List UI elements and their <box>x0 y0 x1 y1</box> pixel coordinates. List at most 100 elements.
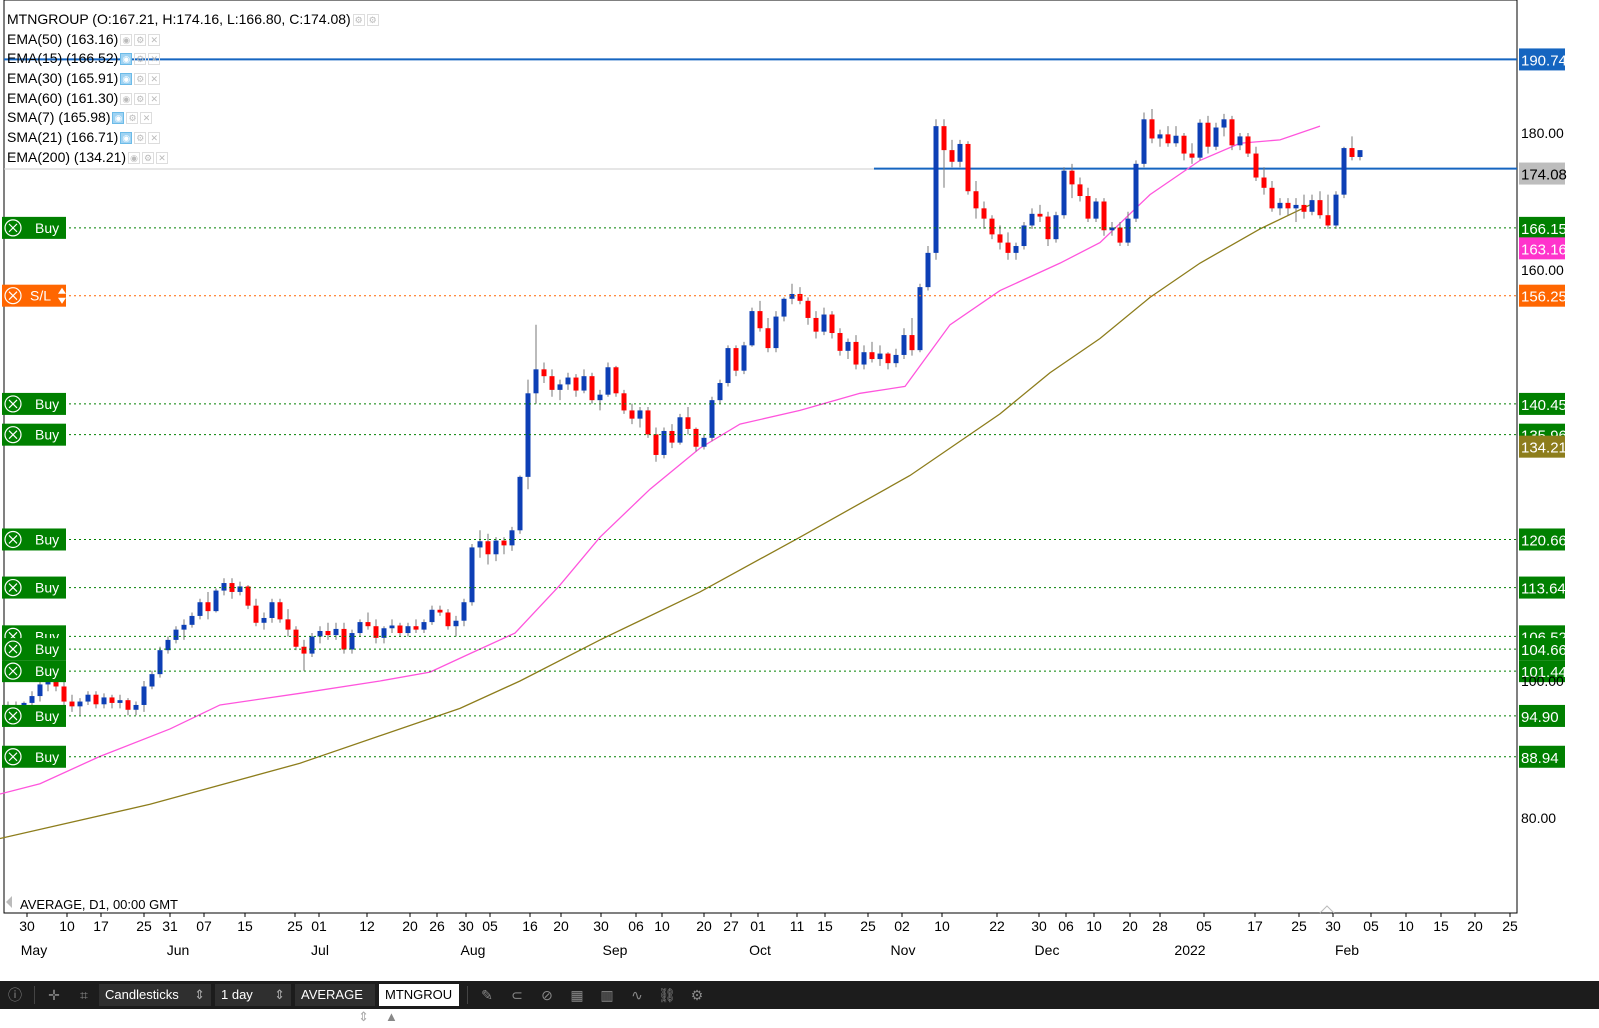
magnet-icon[interactable]: ⊂ <box>511 986 523 1003</box>
settings-icon[interactable]: ⚙ <box>126 112 139 125</box>
gear-icon[interactable]: ⚙ <box>690 986 704 1003</box>
close-icon[interactable]: ✕ <box>148 131 161 144</box>
indicator-icon[interactable]: ∿ <box>631 986 643 1003</box>
close-icon[interactable] <box>4 662 22 680</box>
buy-order-badge[interactable]: Buy <box>2 704 66 727</box>
hide-icon[interactable]: ⊘ <box>541 986 553 1003</box>
eye-icon[interactable]: ◉ <box>120 92 133 105</box>
settings-icon[interactable]: ⚙ <box>134 72 147 85</box>
candle-body <box>469 547 475 603</box>
pencil-icon[interactable]: ✎ <box>481 986 493 1003</box>
crop-icon[interactable]: ⌗ <box>80 986 88 1003</box>
eye-icon[interactable]: ◉ <box>120 72 133 85</box>
settings-icon[interactable]: ⚙ <box>134 131 147 144</box>
candle-body <box>1061 170 1067 216</box>
candle <box>1149 109 1155 144</box>
close-icon[interactable] <box>4 707 22 725</box>
buy-order-badge[interactable]: Buy <box>2 216 66 239</box>
close-icon[interactable] <box>4 578 22 597</box>
close-icon[interactable] <box>4 395 22 413</box>
candle-body <box>29 696 35 703</box>
candle-body <box>509 530 515 546</box>
candle-body <box>781 298 787 317</box>
candle <box>581 369 587 394</box>
close-icon[interactable]: ✕ <box>148 53 161 66</box>
candle-body <box>973 191 979 209</box>
candle <box>101 693 107 709</box>
candle-body <box>109 697 115 703</box>
x-month-label: Feb <box>1335 942 1359 958</box>
scroll-left-icon[interactable] <box>6 896 12 908</box>
price-chart[interactable]: Buy166.15S/L156.25Buy140.45Buy135.96Buy1… <box>0 0 1599 981</box>
close-icon[interactable] <box>4 530 22 549</box>
info-icon[interactable]: ⓘ <box>8 987 22 1003</box>
grid-icon[interactable]: ▦ <box>570 986 584 1003</box>
stoploss-badge[interactable]: S/L <box>2 284 66 307</box>
candle <box>749 307 755 347</box>
buy-order-badge[interactable]: Buy <box>2 745 66 768</box>
candle <box>1293 198 1299 223</box>
eye-icon[interactable]: ◉ <box>120 53 133 66</box>
buy-order-badge[interactable]: Buy <box>2 528 66 551</box>
x-tick-label: 26 <box>429 918 445 934</box>
price-tag-label: 134.21 <box>1521 440 1567 457</box>
candle-body <box>1277 202 1283 209</box>
candle-body <box>525 393 531 477</box>
candle-body <box>845 341 851 351</box>
crosshair-icon[interactable]: ✛ <box>48 986 60 1003</box>
scroll-handle-icon[interactable] <box>1319 905 1335 914</box>
candle-body <box>325 630 331 636</box>
buy-order-badge[interactable]: Buy <box>2 660 66 683</box>
x-tick-label: 20 <box>402 918 418 934</box>
close-icon[interactable] <box>4 219 22 237</box>
candle <box>1109 222 1115 236</box>
eye-icon[interactable]: ◉ <box>120 33 133 46</box>
eye-icon[interactable]: ◉ <box>128 151 141 164</box>
candle <box>245 585 251 610</box>
stepper-icon[interactable] <box>58 287 66 304</box>
settings-icon[interactable]: ⚙ <box>134 33 147 46</box>
candle-body <box>717 383 723 401</box>
close-icon[interactable]: ✕ <box>140 112 153 125</box>
settings-icon[interactable]: ⚙ <box>134 53 147 66</box>
settings-icon[interactable]: ⚙ <box>142 151 155 164</box>
close-icon[interactable] <box>4 748 22 766</box>
chevron-updown-icon: ⇕ <box>194 987 205 1002</box>
buy-order-badge[interactable]: Buy <box>2 576 66 599</box>
candle <box>429 605 435 625</box>
candle <box>725 345 731 387</box>
close-icon[interactable]: ✕ <box>156 151 169 164</box>
candle-body <box>37 684 43 697</box>
x-tick-label: 27 <box>723 918 739 934</box>
template-select[interactable]: AVERAGE ⇕ <box>295 984 375 1024</box>
close-icon[interactable] <box>4 287 22 305</box>
settings-icon[interactable]: ⚙ <box>366 13 379 26</box>
candle <box>869 341 875 363</box>
settings-icon[interactable]: ⚙ <box>134 92 147 105</box>
candle-body <box>869 352 875 360</box>
close-icon[interactable] <box>4 426 22 444</box>
close-icon[interactable]: ✕ <box>148 92 161 105</box>
close-icon[interactable]: ✕ <box>148 72 161 85</box>
close-icon[interactable] <box>4 640 22 658</box>
eye-icon[interactable]: ◉ <box>120 131 133 144</box>
timeframe-select[interactable]: 1 day ⇕ <box>215 984 291 1006</box>
eye-icon[interactable]: ◉ <box>112 112 125 125</box>
link-icon[interactable]: ⛓ <box>658 986 676 1003</box>
trash-icon[interactable]: ▥ <box>600 986 614 1003</box>
symbol-select[interactable]: MTNGROU ▲ <box>379 984 459 1024</box>
candle-body <box>1181 135 1187 154</box>
close-icon[interactable]: ✕ <box>148 33 161 46</box>
chart-type-select[interactable]: Candlesticks ⇕ <box>99 984 211 1006</box>
buy-order-badge[interactable]: Buy <box>2 638 66 661</box>
buy-order-badge[interactable]: Buy <box>2 392 66 415</box>
settings-icon[interactable]: ⚙ <box>352 13 365 26</box>
x-tick-label: 30 <box>458 918 474 934</box>
candle-body <box>245 586 251 606</box>
candle-body <box>501 540 507 546</box>
candle <box>589 372 595 404</box>
candle-body <box>709 400 715 438</box>
candle-body <box>61 686 67 702</box>
candle-body <box>181 624 187 630</box>
buy-order-badge[interactable]: Buy <box>2 423 66 446</box>
